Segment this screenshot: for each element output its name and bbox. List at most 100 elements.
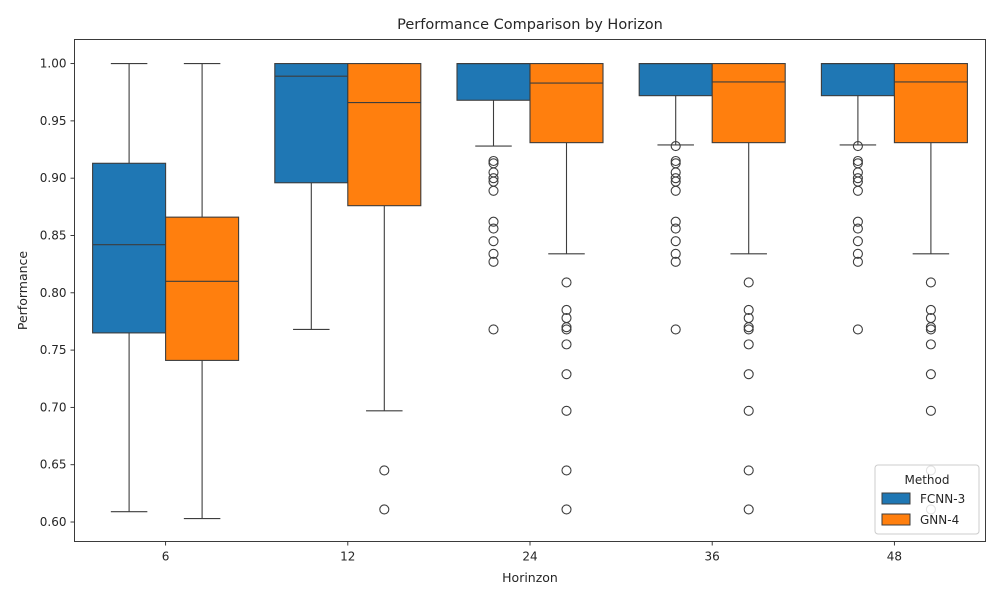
outlier-point: [743, 339, 754, 350]
iqr-box: [711, 63, 786, 144]
outlier-point: [670, 185, 681, 196]
legend-swatch-fcnn-3: [881, 492, 911, 505]
iqr-box: [893, 63, 968, 144]
outlier-point: [743, 504, 754, 515]
outlier-point: [852, 158, 863, 169]
outlier-point: [670, 155, 681, 167]
outlier-point: [670, 173, 681, 184]
x-axis: 6 12 24 36 48: [162, 541, 902, 564]
box-gnn-4-24: [529, 63, 604, 515]
iqr-box: [347, 63, 422, 207]
box-gnn-4-36: [711, 63, 786, 515]
iqr-box: [529, 63, 604, 144]
outlier-point: [561, 504, 572, 515]
outlier-point: [561, 369, 572, 380]
iqr-box: [92, 162, 167, 334]
box-fcnn-3-48: [820, 63, 895, 335]
x-tick-label: 12: [340, 550, 355, 564]
outlier-point: [379, 504, 390, 515]
outlier-point: [670, 324, 681, 335]
outlier-point: [743, 369, 754, 380]
outlier-point: [925, 277, 936, 288]
outlier-point: [670, 236, 681, 247]
box-fcnn-3-6: [92, 63, 167, 513]
outlier-point: [743, 304, 754, 316]
box-fcnn-3-24: [456, 63, 531, 335]
chart-title: Performance Comparison by Horizon: [397, 17, 663, 33]
outlier-point: [379, 465, 390, 476]
outlier-point: [670, 223, 681, 234]
y-tick-label: 0.90: [40, 171, 67, 185]
outlier-point: [488, 155, 499, 167]
outlier-point: [488, 216, 499, 227]
outlier-point: [670, 248, 681, 259]
outlier-point: [561, 405, 572, 416]
outlier-point: [670, 141, 681, 152]
y-tick-label: 0.80: [40, 286, 67, 300]
y-tick-label: 0.70: [40, 400, 67, 414]
legend-title: Method: [904, 473, 949, 487]
y-tick-label: 0.60: [40, 515, 67, 529]
box-gnn-4-48: [893, 63, 968, 515]
outlier-point: [925, 322, 936, 333]
outlier-point: [852, 223, 863, 234]
y-axis-label: Performance: [15, 251, 30, 331]
outlier-point: [852, 324, 863, 335]
y-tick-label: 0.85: [40, 228, 67, 242]
iqr-box: [165, 216, 240, 361]
legend-label-fcnn-3: FCNN-3: [920, 492, 965, 506]
outlier-point: [670, 158, 681, 169]
y-tick-label: 0.75: [40, 343, 67, 357]
outlier-point: [743, 322, 754, 333]
box-fcnn-3-12: [274, 63, 349, 331]
box-gnn-4-12: [347, 63, 422, 515]
outlier-point: [852, 248, 863, 259]
x-tick-label: 36: [705, 550, 720, 564]
x-tick-label: 6: [162, 550, 170, 564]
y-tick-label: 1.00: [40, 57, 67, 71]
outlier-point: [561, 277, 572, 288]
outlier-point: [561, 304, 572, 316]
legend-swatch-gnn-4: [881, 513, 911, 526]
y-tick-label: 0.95: [40, 114, 67, 128]
outlier-point: [852, 173, 863, 184]
legend: Method FCNN-3 GNN-4: [874, 464, 980, 535]
legend-label-gnn-4: GNN-4: [920, 513, 959, 527]
outlier-point: [561, 465, 572, 476]
outlier-point: [852, 155, 863, 167]
outlier-point: [488, 223, 499, 234]
x-axis-label: Horinzon: [502, 570, 558, 585]
y-axis: 0.60 0.65 0.70 0.75 0.80 0.85 0.90 0.95 1.00: [40, 57, 75, 529]
outlier-point: [670, 256, 681, 267]
box-gnn-4-6: [165, 63, 240, 520]
outlier-point: [925, 339, 936, 350]
outlier-point: [561, 324, 572, 335]
plot-area: [92, 63, 968, 520]
outlier-point: [852, 185, 863, 196]
outlier-point: [670, 216, 681, 227]
outlier-point: [852, 256, 863, 267]
outlier-point: [743, 324, 754, 335]
x-tick-label: 24: [522, 550, 537, 564]
y-tick-label: 0.65: [40, 458, 67, 472]
outlier-point: [852, 236, 863, 247]
outlier-point: [488, 236, 499, 247]
outlier-point: [488, 248, 499, 259]
outlier-point: [488, 158, 499, 169]
iqr-box: [456, 63, 531, 101]
outlier-point: [925, 405, 936, 416]
outlier-point: [488, 324, 499, 335]
outlier-point: [488, 185, 499, 196]
outlier-point: [488, 256, 499, 267]
outlier-point: [852, 216, 863, 227]
iqr-box: [274, 63, 349, 184]
series-fcnn-3: [92, 63, 895, 513]
outlier-point: [743, 277, 754, 288]
outlier-point: [925, 369, 936, 380]
outlier-point: [925, 324, 936, 335]
iqr-box: [638, 63, 713, 97]
outlier-point: [561, 339, 572, 350]
outlier-point: [743, 465, 754, 476]
